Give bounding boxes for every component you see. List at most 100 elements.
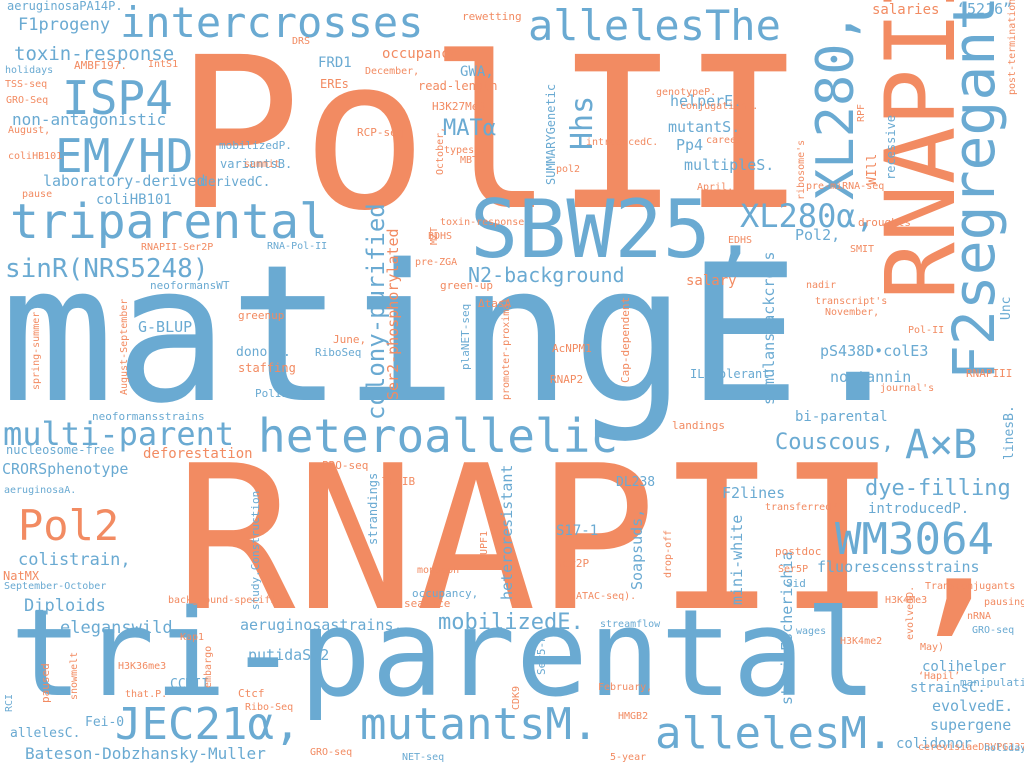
cloud-word: F2segregant [940, 0, 1008, 380]
cloud-word: AMBF197. [74, 59, 127, 72]
cloud-word: colihelper [922, 659, 1007, 675]
cloud-word: conjugationE. [680, 101, 759, 112]
cloud-word: June, [333, 333, 367, 346]
cloud-word: fluorescensstrains [817, 558, 980, 576]
cloud-word: recessive [884, 114, 898, 180]
cloud-word: SBW25, [470, 183, 759, 276]
cloud-word: CDK9 [511, 685, 522, 710]
cloud-word: UPF1 [479, 530, 490, 555]
cloud-word: AcNPM1 [552, 342, 592, 355]
cloud-word: pre-miRNA-seq [806, 181, 885, 192]
cloud-word: promoter-proximal [501, 297, 512, 400]
cloud-word: SMIT [850, 244, 875, 255]
cloud-word: cerevisiaeDBVPG1373 [918, 742, 1024, 753]
cloud-word: evolvedE. [932, 697, 1014, 715]
cloud-word: sinR(NRS5248) [5, 254, 209, 284]
cloud-word: December, [365, 66, 420, 77]
cloud-word: read-length [418, 79, 498, 93]
cloud-word: toxin-response [440, 217, 525, 228]
cloud-word: plaNET-seq [459, 303, 472, 370]
cloud-word: February, [598, 682, 653, 693]
cloud-word: MZT [429, 226, 440, 245]
cloud-word: dye-filling [865, 476, 1011, 501]
cloud-word: heteroresistant [498, 464, 516, 600]
cloud-word: genotypeP. [656, 87, 717, 98]
cloud-word: snowmelt [69, 651, 80, 700]
cloud-word: matingE. [0, 224, 916, 445]
cloud-word: droughts [858, 216, 911, 229]
cloud-word: transcript's [815, 296, 888, 307]
cloud-word: Ribo-Seq [245, 702, 294, 713]
cloud-word: A×B [905, 422, 978, 468]
cloud-word: transferredP. [765, 502, 844, 513]
cloud-word: PRO-seq [322, 459, 369, 472]
cloud-word: study.Construction [249, 490, 262, 610]
cloud-word: typesM. [444, 145, 487, 156]
cloud-word: nucleosome-free [6, 443, 115, 457]
cloud-word: CCMII [170, 677, 210, 692]
cloud-word: GRO-seq [972, 625, 1015, 636]
cloud-word: allelesC. [10, 726, 81, 741]
cloud-word: H3K4Me3 [885, 595, 928, 606]
cloud-word: EDHS [728, 235, 753, 246]
cloud-word: toxin-response [14, 43, 175, 65]
cloud-word: mutantsM. [360, 699, 599, 750]
cloud-word: coliHB101 [8, 151, 63, 162]
cloud-word: April, [697, 182, 734, 193]
cloud-word: Pol2 [18, 501, 120, 550]
cloud-word: journal's [880, 383, 935, 394]
cloud-word: Unc [999, 296, 1014, 320]
cloud-word: bi-parental [795, 409, 888, 425]
cloud-word: GALR [475, 351, 489, 380]
cloud-word: H3K4me2 [840, 636, 883, 647]
cloud-word: variantsB. [220, 157, 293, 171]
cloud-word: WM3064 [835, 514, 994, 565]
cloud-word: colidonor [896, 736, 972, 752]
cloud-word: Pol2, [795, 226, 841, 244]
cloud-word: NET-seq [402, 752, 445, 763]
cloud-word: Ctcf [238, 687, 265, 700]
cloud-word: RCP-seq [357, 126, 404, 139]
cloud-word: career, [706, 135, 749, 146]
cloud-word: Fei-0 [85, 715, 125, 730]
cloud-word: summit [244, 159, 281, 170]
cloud-word: Pp4 [676, 136, 704, 154]
cloud-word: paused [39, 663, 52, 703]
cloud-word: MBT, [460, 155, 485, 166]
cloud-word: linesB. [1002, 405, 1017, 460]
cloud-word: S17-1 [556, 523, 599, 539]
cloud-word: coliHB101 [96, 192, 172, 208]
cloud-word: helperE. [670, 92, 743, 110]
cloud-word: IntS1 [148, 59, 179, 70]
cloud-word: postdoc [775, 545, 822, 558]
cloud-word: manipulationS. [960, 676, 1024, 689]
cloud-word: JEC21α, [115, 699, 301, 750]
cloud-word: BDHS [428, 231, 453, 242]
cloud-word: simulansbackcross [760, 251, 778, 405]
cloud-word: IL-tolerant [690, 367, 770, 381]
cloud-word: Pol-II [908, 325, 945, 336]
cloud-word: deforestation [143, 446, 253, 462]
cloud-word: Sid [786, 577, 806, 590]
cloud-word: heteroallelic [258, 409, 619, 463]
cloud-word: mobilizedE. [438, 610, 584, 635]
cloud-word: “5216” [958, 0, 1013, 18]
cloud-word: CRORSphenotype [2, 460, 129, 478]
cloud-word: laboratory-derived [43, 172, 206, 190]
cloud-word: Bateson-Dobzhansky-Muller [25, 744, 266, 763]
cloud-word: introducedC. [586, 137, 659, 148]
cloud-word: drop-off [663, 529, 674, 578]
cloud-word: sea-ice [404, 597, 451, 610]
cloud-word: G-BLUP [138, 318, 193, 336]
cloud-word: ΔtasA [478, 297, 512, 310]
cloud-word: RNAPIII [966, 367, 1013, 380]
cloud-word: multi-parent [3, 415, 235, 453]
cloud-word: Ser2P [556, 557, 590, 570]
cloud-word: N2-background [468, 263, 625, 287]
cloud-word: RNAPII, [175, 423, 1018, 656]
cloud-word: RiboSeq [315, 346, 362, 359]
cloud-word: mutantS. [668, 118, 741, 136]
cloud-word: October, [435, 126, 446, 175]
cloud-word: holidays [5, 65, 54, 76]
cloud-word: GWA, [460, 64, 494, 80]
